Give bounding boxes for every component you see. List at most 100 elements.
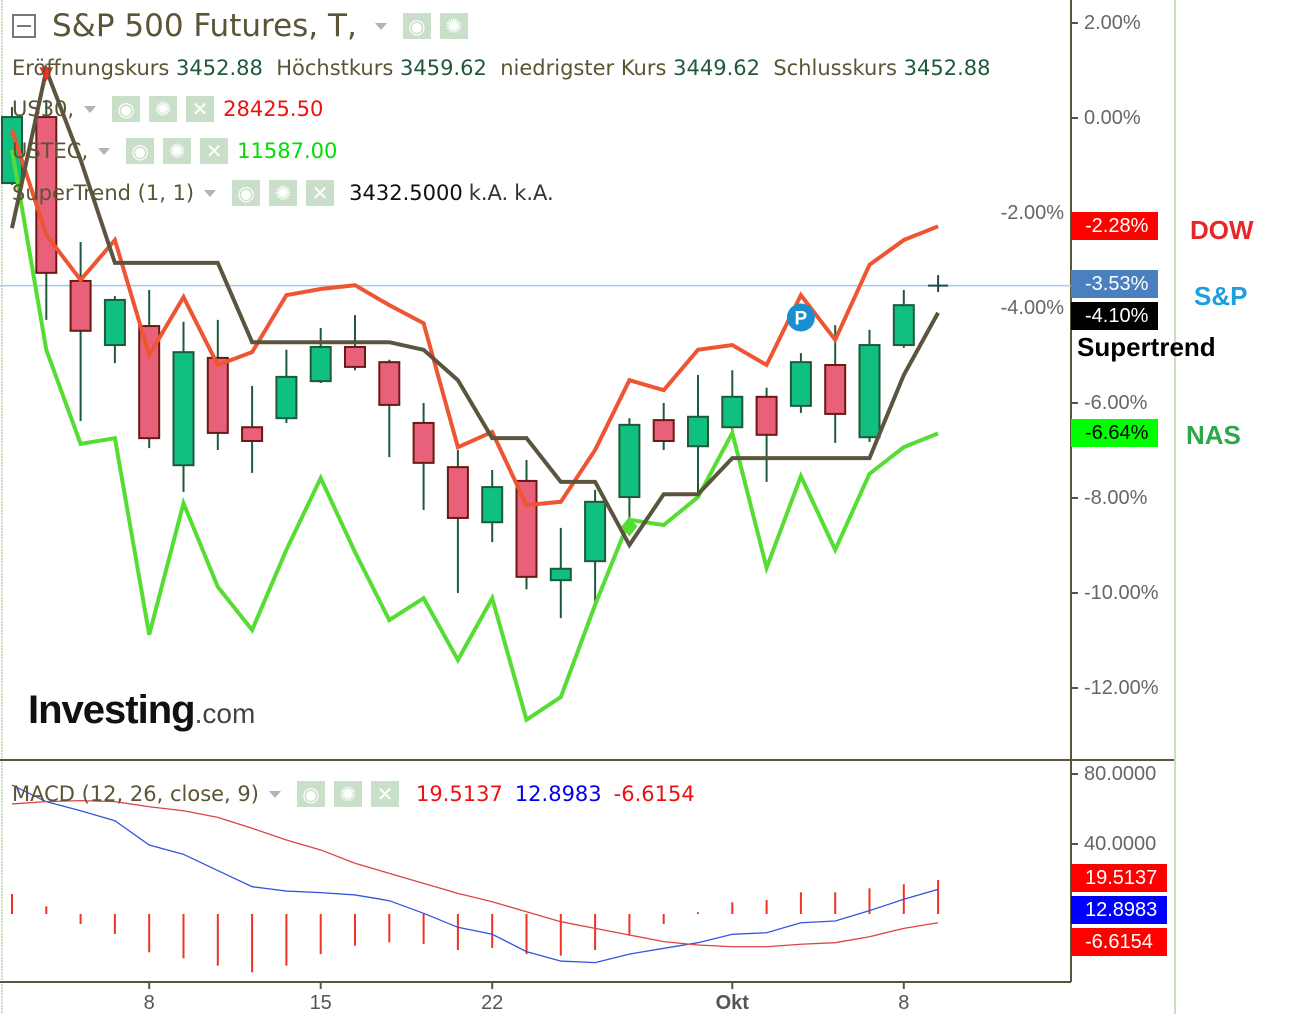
gear-icon[interactable]: ✺ — [439, 13, 468, 39]
candle-up — [481, 486, 504, 524]
close-value: 3452.88 — [903, 56, 991, 80]
chevron-down-icon[interactable] — [98, 147, 111, 155]
overlay-extra: k.A. — [468, 181, 509, 205]
page-title: S&P 500 Futures, T, — [52, 8, 357, 44]
close-icon[interactable]: ✕ — [370, 781, 399, 807]
candle-up — [103, 298, 126, 347]
gear-icon[interactable]: ✺ — [333, 781, 362, 807]
dow-price-tag: -2.28% — [1071, 212, 1159, 240]
chevron-down-icon[interactable] — [268, 790, 281, 798]
sp-side-label: S&P — [1194, 281, 1248, 311]
price-axis-label: -10.00% — [1084, 582, 1159, 604]
candle-down — [206, 356, 229, 434]
time-axis-label: 8 — [143, 992, 155, 1014]
macd-plot — [11, 784, 940, 973]
overlay-label[interactable]: SuperTrend (1, 1) — [12, 181, 195, 205]
open-value: 3452.88 — [176, 56, 263, 80]
chevron-down-icon[interactable] — [374, 22, 387, 30]
ohlc-readout: Eröffnungskurs 3452.88 Höchstkurs 3459.6… — [12, 56, 990, 80]
time-axis-label: 15 — [309, 992, 332, 1014]
sp-price-tag: -3.53% — [1071, 270, 1159, 298]
chevron-down-icon[interactable] — [84, 105, 97, 113]
gear-icon[interactable]: ✺ — [149, 96, 178, 122]
candle-up — [275, 375, 298, 420]
candle-down — [69, 279, 92, 332]
supertrend-side-label: Supertrend — [1077, 332, 1216, 362]
price-axis-label: -12.00% — [1084, 677, 1159, 699]
price-axis-label: -2.00% — [1000, 202, 1064, 224]
chart-header: S&P 500 Futures, T, ◉ ✺ — [12, 8, 471, 44]
macd-legend: MACD (12, 26, close, 9) ◉ ✺ ✕ 19.5137 12.8… — [12, 781, 695, 807]
overlay-label[interactable]: USTEC, — [12, 139, 89, 163]
macd-histogram-tag: -6.6154 — [1071, 928, 1167, 956]
candle-down — [138, 325, 161, 440]
macd-axis-label: 40.0000 — [1084, 833, 1157, 855]
price-axis-label: 0.00% — [1084, 107, 1141, 129]
p-marker-icon — [786, 303, 815, 332]
low-label: niedrigster Kurs — [500, 56, 667, 80]
candle-up — [687, 415, 709, 448]
macd-axis-label: 80.0000 — [1084, 763, 1157, 785]
price-axis-label: -4.00% — [1000, 297, 1064, 319]
dow-line — [10, 129, 939, 508]
price-axis-label: -8.00% — [1084, 487, 1148, 509]
p-marker-label: P — [795, 309, 808, 330]
logo-suffix: .com — [194, 698, 256, 729]
candle-down — [755, 395, 778, 436]
eye-icon[interactable]: ◉ — [402, 13, 431, 39]
candle-up — [721, 395, 744, 429]
macd-signal-tag: 12.8983 — [1071, 896, 1168, 924]
nas-price-tag: -6.64% — [1071, 419, 1159, 447]
close-label: Schlusskurs — [773, 56, 897, 80]
high-value: 3459.62 — [400, 56, 487, 80]
candle-up — [892, 304, 915, 347]
macd-value: 19.5137 — [415, 782, 503, 806]
time-axis-label: 8 — [898, 992, 910, 1014]
candle-down — [412, 421, 435, 464]
eye-icon[interactable]: ◉ — [296, 781, 325, 807]
close-icon[interactable]: ✕ — [200, 138, 229, 164]
candle-up — [309, 345, 332, 383]
close-icon[interactable]: ✕ — [186, 96, 215, 122]
down-arrow-icon — [39, 67, 54, 82]
overlay-extra: k.A. — [514, 181, 554, 205]
low-value: 3449.62 — [673, 56, 760, 80]
eye-icon[interactable]: ◉ — [232, 180, 261, 206]
candle-up — [789, 361, 812, 407]
overlay-supertrend: SuperTrend (1, 1) ◉ ✺ ✕ 3432.5000 k.A. k.A… — [12, 180, 554, 206]
signal-line — [11, 799, 939, 948]
candle-down — [378, 361, 401, 406]
macd-line — [11, 784, 939, 964]
macd-title[interactable]: MACD (12, 26, close, 9) — [12, 782, 259, 806]
overlay-label[interactable]: US30, — [12, 97, 75, 121]
candle-up — [172, 351, 195, 467]
gear-icon[interactable]: ✺ — [269, 180, 298, 206]
candle-down — [344, 345, 366, 368]
eye-icon[interactable]: ◉ — [112, 96, 141, 122]
candle-up — [584, 500, 607, 563]
open-label: Eröffnungskurs — [12, 56, 170, 80]
overlay-ustec: USTEC, ◉ ✺ ✕ 11587.00 — [12, 138, 337, 164]
collapse-icon[interactable] — [12, 14, 36, 38]
candle-up — [858, 344, 881, 439]
supertrend-price-tag: -4.10% — [1071, 302, 1159, 330]
candle-up — [549, 567, 572, 582]
logo-brand: Investing — [28, 688, 196, 732]
main-plot: P — [0, 63, 1071, 724]
eye-icon[interactable]: ◉ — [126, 138, 155, 164]
gear-icon[interactable]: ✺ — [163, 138, 192, 164]
time-axis-label: 22 — [481, 992, 504, 1014]
candle-down — [241, 426, 264, 443]
chevron-down-icon[interactable] — [204, 189, 217, 197]
macd-tag: 19.5137 — [1071, 864, 1168, 892]
candle-down — [515, 479, 538, 578]
price-axis-label: 2.00% — [1084, 12, 1141, 34]
overlay-us30: US30, ◉ ✺ ✕ 28425.50 — [12, 96, 323, 122]
overlay-value: 3432.5000 — [349, 181, 463, 205]
chart-frame — [0, 0, 1176, 1014]
nas-side-label: NAS — [1186, 420, 1241, 450]
diamond-marker-icon — [621, 516, 638, 537]
close-icon[interactable]: ✕ — [306, 180, 335, 206]
candle-down — [35, 116, 58, 274]
